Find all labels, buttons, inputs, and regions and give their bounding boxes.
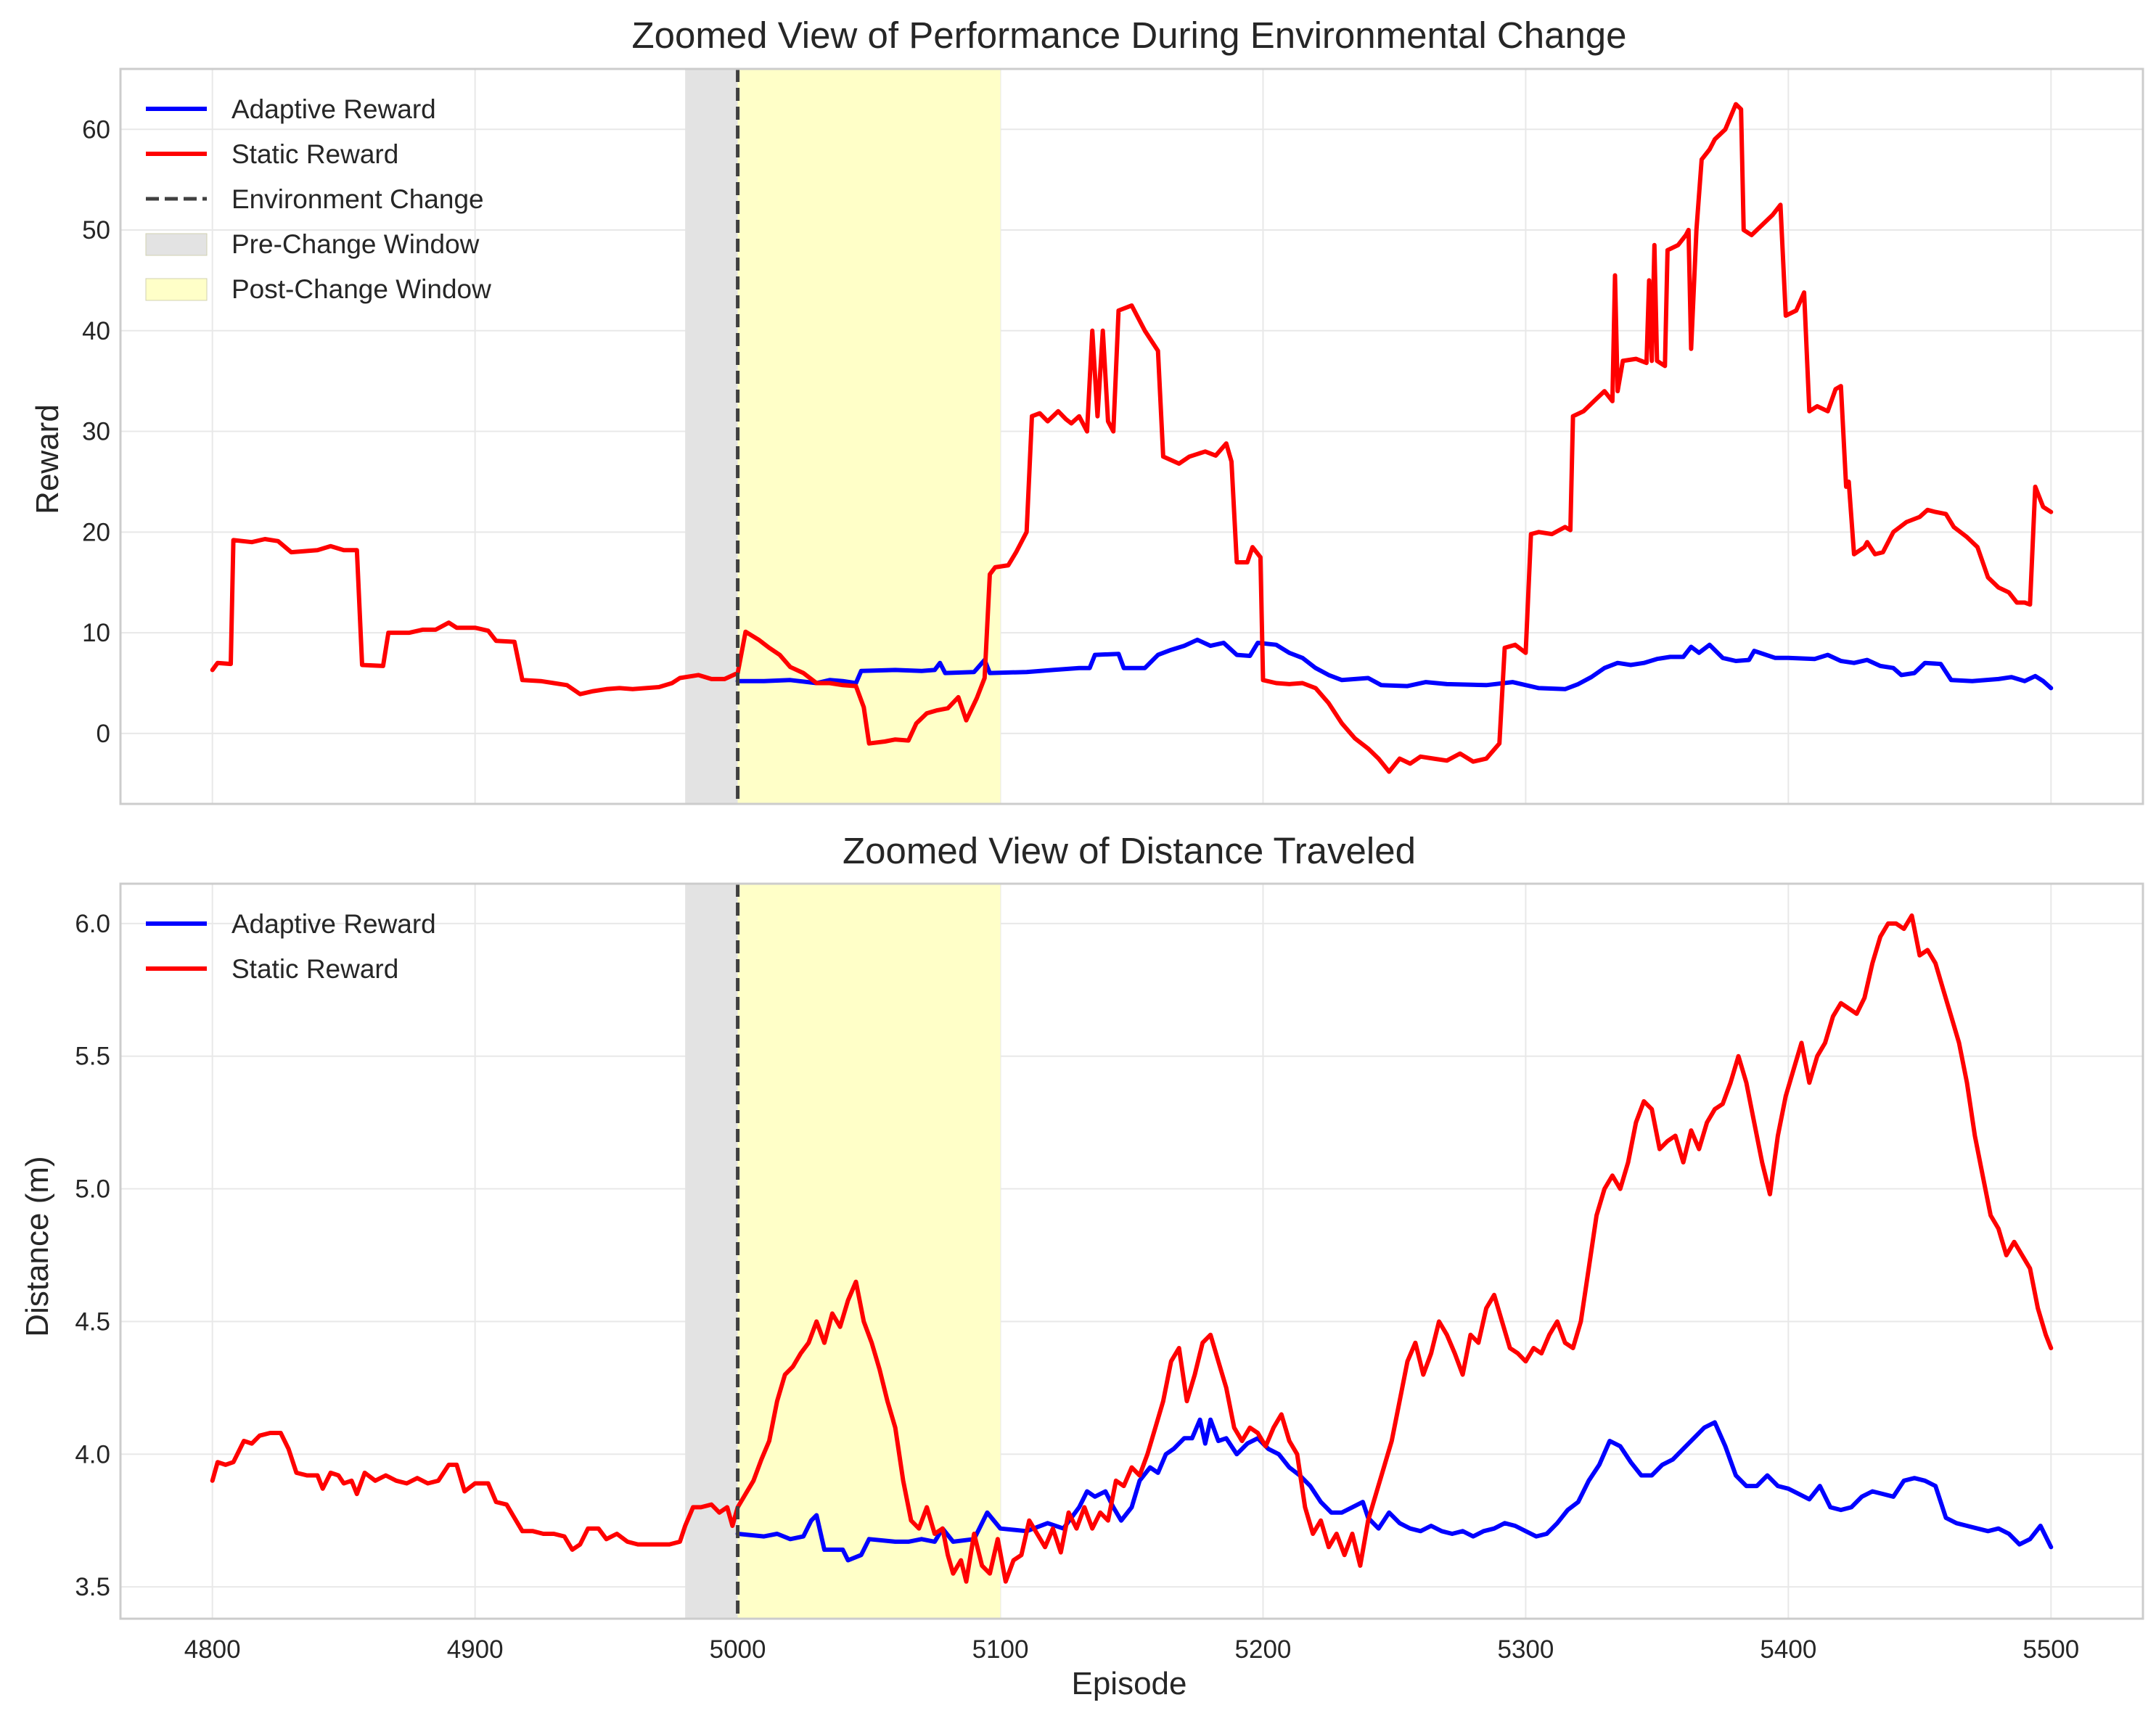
distance-tick-labels: 3.5 4.0 4.5 5.0 5.5 6.0 4800 4900 5000 5100 5200 53… <box>75 910 2079 1664</box>
distance-shaded-windows <box>685 884 1001 1619</box>
static-reward-legend-label: Static Reward <box>231 954 398 984</box>
x-tick-label: 5400 <box>1760 1635 1816 1664</box>
reward-y-axis-label: Reward <box>30 404 65 514</box>
pre-change-window-legend-label: Pre-Change Window <box>231 229 480 259</box>
post-change-window-legend-label: Post-Change Window <box>231 274 491 304</box>
x-tick-label: 5000 <box>710 1635 766 1664</box>
post-change-window-legend-swatch <box>145 278 208 301</box>
adaptive-reward-legend-label: Adaptive Reward <box>231 94 436 124</box>
distance-series <box>210 913 2054 1584</box>
reward-axes-frame <box>119 67 2144 805</box>
reward-series <box>210 102 2054 774</box>
x-tick-label: 5500 <box>2022 1635 2079 1664</box>
reward-tick-labels: 0 10 20 30 40 50 60 <box>82 115 110 748</box>
pre-change-window-shade <box>685 69 738 804</box>
y-tick-label: 5.0 <box>75 1175 110 1204</box>
distance-y-axis-label: Distance (m) <box>20 1156 55 1336</box>
y-tick-label: 6.0 <box>75 910 110 938</box>
pre-change-window-shade <box>685 884 738 1619</box>
episode-x-axis-label: Episode <box>1071 1666 1186 1701</box>
x-tick-label: 4800 <box>184 1635 241 1664</box>
x-tick-label: 5100 <box>972 1635 1029 1664</box>
distance-axes-frame <box>119 882 2144 1620</box>
distance-chart-title: Zoomed View of Distance Traveled <box>843 830 1416 871</box>
y-tick-label: 4.0 <box>75 1440 110 1469</box>
static-reward-line <box>210 913 2054 1584</box>
reward-legend: Adaptive Reward Static Reward Environment … <box>145 94 491 304</box>
y-tick-label: 0 <box>97 720 110 748</box>
x-tick-label: 5200 <box>1235 1635 1292 1664</box>
static-reward-legend-label: Static Reward <box>231 139 398 169</box>
distance-legend: Adaptive Reward Static Reward <box>146 909 436 984</box>
adaptive-reward-line <box>735 1417 2054 1563</box>
reward-shaded-windows <box>685 69 1001 804</box>
distance-panel: Zoomed View of Distance Traveled Distanc… <box>20 830 2144 1701</box>
environment-change-legend-label: Environment Change <box>231 184 484 214</box>
y-tick-label: 4.5 <box>75 1307 110 1336</box>
y-tick-label: 50 <box>82 216 110 245</box>
post-change-window-shade <box>737 884 1001 1619</box>
post-change-window-shade <box>737 69 1001 804</box>
y-tick-label: 10 <box>82 619 110 647</box>
y-tick-label: 40 <box>82 317 110 345</box>
x-tick-label: 5300 <box>1497 1635 1554 1664</box>
y-tick-label: 5.5 <box>75 1043 110 1071</box>
y-tick-label: 3.5 <box>75 1573 110 1601</box>
y-tick-label: 30 <box>82 418 110 446</box>
y-tick-label: 60 <box>82 115 110 144</box>
pre-change-window-legend-swatch <box>145 233 208 256</box>
adaptive-reward-legend-label: Adaptive Reward <box>231 909 436 939</box>
reward-panel: Zoomed View of Performance During Enviro… <box>30 15 2144 805</box>
x-tick-label: 4900 <box>447 1635 504 1664</box>
y-tick-label: 20 <box>82 518 110 546</box>
static-reward-line <box>210 102 2054 774</box>
reward-chart-title: Zoomed View of Performance During Enviro… <box>631 15 1626 56</box>
